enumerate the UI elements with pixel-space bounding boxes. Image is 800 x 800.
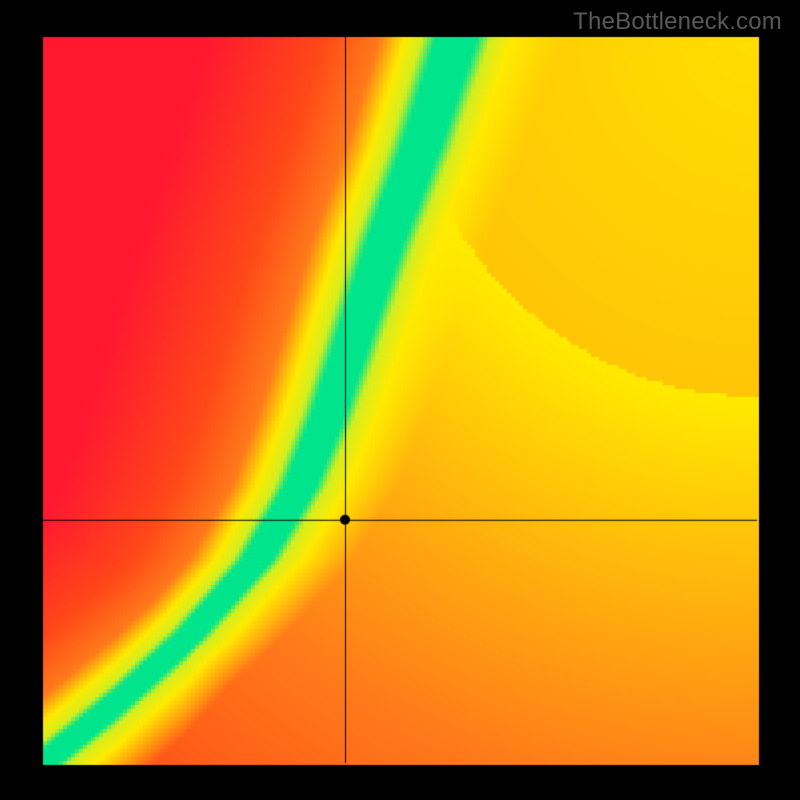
bottleneck-heatmap	[0, 0, 800, 800]
watermark-text: TheBottleneck.com	[573, 8, 782, 36]
